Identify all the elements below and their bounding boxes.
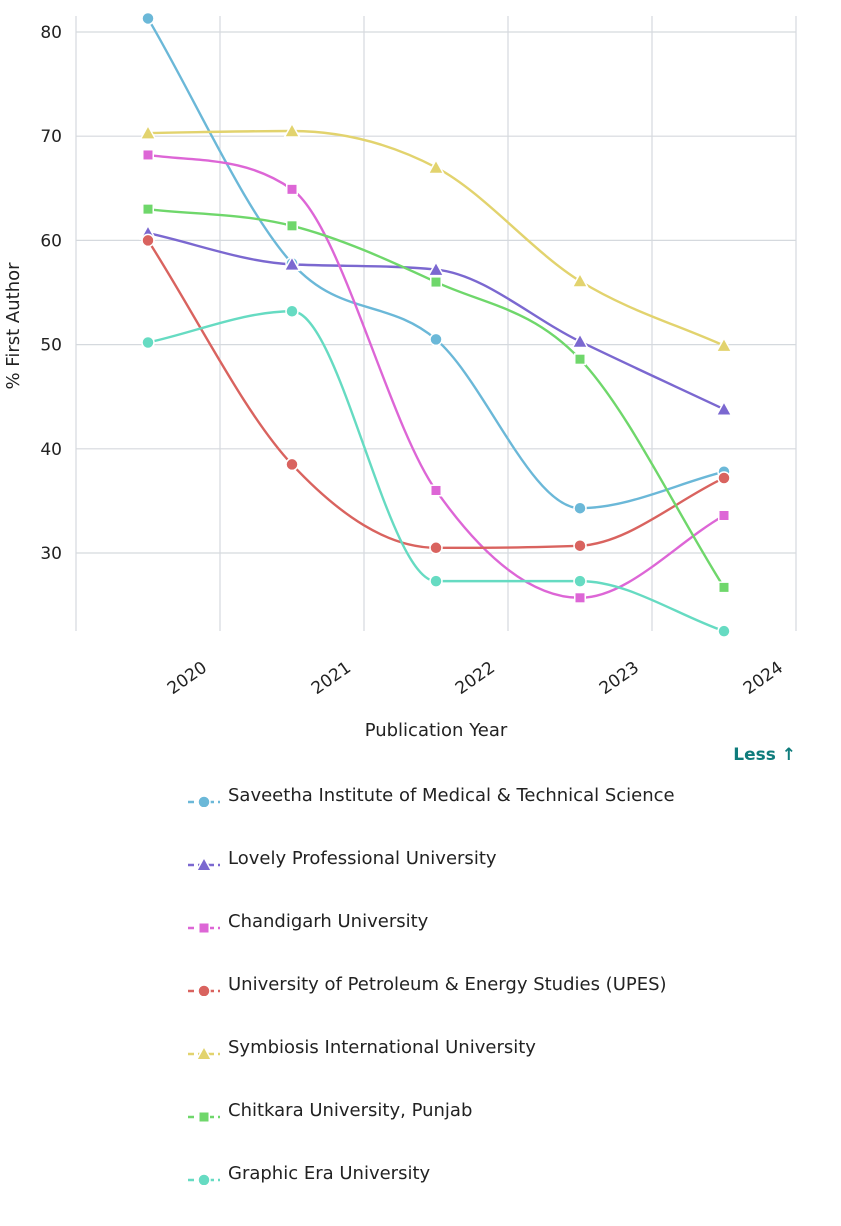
legend-item[interactable]: Chandigarh University: [186, 911, 806, 974]
series-line-5: [147, 207, 726, 589]
x-axis-ticks: 2020 2021 2022 2023 2024: [164, 658, 787, 699]
series-markers: [139, 11, 733, 638]
legend-label: Graphic Era University: [228, 1163, 431, 1184]
data-point[interactable]: [141, 11, 155, 26]
data-point[interactable]: [429, 541, 443, 555]
data-point[interactable]: [286, 183, 298, 196]
legend-item[interactable]: Chitkara University, Punjab: [186, 1100, 806, 1163]
data-point[interactable]: [141, 233, 155, 248]
y-tick-label: 50: [40, 336, 62, 356]
legend-symbol: [188, 795, 220, 807]
y-tick-label: 70: [40, 127, 62, 147]
x-tick-label: 2023: [596, 658, 643, 699]
data-point[interactable]: [430, 276, 442, 289]
legend-symbol: [188, 984, 220, 996]
legend-marker: [197, 984, 211, 996]
legend-marker: [196, 1044, 212, 1059]
data-point[interactable]: [573, 501, 587, 515]
data-point[interactable]: [571, 332, 589, 349]
legend-symbol: [188, 855, 220, 870]
x-tick-label: 2020: [164, 658, 211, 699]
legend-label: Chitkara University, Punjab: [228, 1100, 473, 1121]
legend-item[interactable]: Symbiosis International University: [186, 1037, 806, 1100]
data-point[interactable]: [430, 484, 442, 497]
data-point[interactable]: [427, 260, 445, 277]
data-point[interactable]: [286, 219, 298, 232]
legend-item[interactable]: Lovely Professional University: [186, 848, 806, 911]
y-tick-label: 30: [40, 544, 62, 564]
data-point[interactable]: [715, 336, 733, 353]
legend-label: Saveetha Institute of Medical & Technica…: [228, 785, 675, 806]
data-point[interactable]: [717, 471, 731, 485]
data-point[interactable]: [429, 574, 443, 588]
less-toggle-button[interactable]: Less ↑: [733, 745, 796, 765]
legend-label: Lovely Professional University: [228, 848, 497, 869]
data-point[interactable]: [718, 581, 730, 594]
y-tick-label: 40: [40, 440, 62, 460]
legend-symbol: [188, 922, 220, 933]
data-point[interactable]: [142, 203, 154, 216]
data-point[interactable]: [571, 271, 589, 288]
data-point[interactable]: [718, 509, 730, 522]
y-tick-label: 60: [40, 231, 62, 251]
x-tick-label: 2021: [308, 658, 355, 699]
x-tick-label: 2024: [740, 658, 787, 699]
legend-item[interactable]: University of Petroleum & Energy Studies…: [186, 974, 806, 1037]
y-axis-ticks: 30 40 50 60 70 80: [40, 23, 62, 564]
chart-svg: 30 40 50 60 70 80 2020 2021 2022 2023 2024 Public…: [3, 11, 797, 741]
legend: Saveetha Institute of Medical & Technica…: [186, 785, 806, 1226]
data-point[interactable]: [139, 124, 157, 140]
data-point[interactable]: [141, 335, 155, 350]
data-point[interactable]: [717, 624, 731, 638]
data-point[interactable]: [427, 158, 445, 175]
data-point[interactable]: [285, 304, 299, 319]
series-line-2: [147, 153, 725, 600]
series-lines: [146, 17, 726, 633]
data-point[interactable]: [283, 255, 301, 272]
legend-symbol: [188, 1111, 220, 1122]
legend-symbol: [188, 1044, 220, 1059]
data-point[interactable]: [429, 332, 443, 347]
legend-item[interactable]: Graphic Era University: [186, 1163, 806, 1226]
data-point[interactable]: [142, 148, 154, 161]
x-axis-title: Publication Year: [365, 720, 508, 741]
legend-label: University of Petroleum & Energy Studies…: [228, 974, 667, 995]
series-line-6: [147, 310, 725, 633]
legend-marker: [197, 1173, 211, 1185]
data-point[interactable]: [715, 400, 733, 416]
y-tick-label: 80: [40, 23, 62, 43]
series-line-3: [146, 239, 725, 549]
data-point[interactable]: [573, 574, 587, 588]
legend-symbol: [188, 1173, 220, 1185]
data-point[interactable]: [283, 121, 301, 138]
data-point[interactable]: [574, 353, 586, 366]
data-point[interactable]: [573, 538, 587, 553]
legend-marker: [198, 1111, 210, 1122]
legend-marker: [198, 922, 210, 933]
legend-label: Chandigarh University: [228, 911, 429, 932]
data-point[interactable]: [574, 591, 586, 604]
legend-item[interactable]: Saveetha Institute of Medical & Technica…: [186, 785, 806, 848]
data-point[interactable]: [285, 457, 299, 472]
line-chart: 30 40 50 60 70 80 2020 2021 2022 2023 2024 Public…: [3, 11, 797, 741]
legend-marker: [197, 795, 211, 807]
legend-marker: [196, 855, 212, 870]
legend-label: Symbiosis International University: [228, 1037, 536, 1058]
x-tick-label: 2022: [452, 658, 499, 699]
y-axis-title: % First Author: [3, 262, 24, 390]
